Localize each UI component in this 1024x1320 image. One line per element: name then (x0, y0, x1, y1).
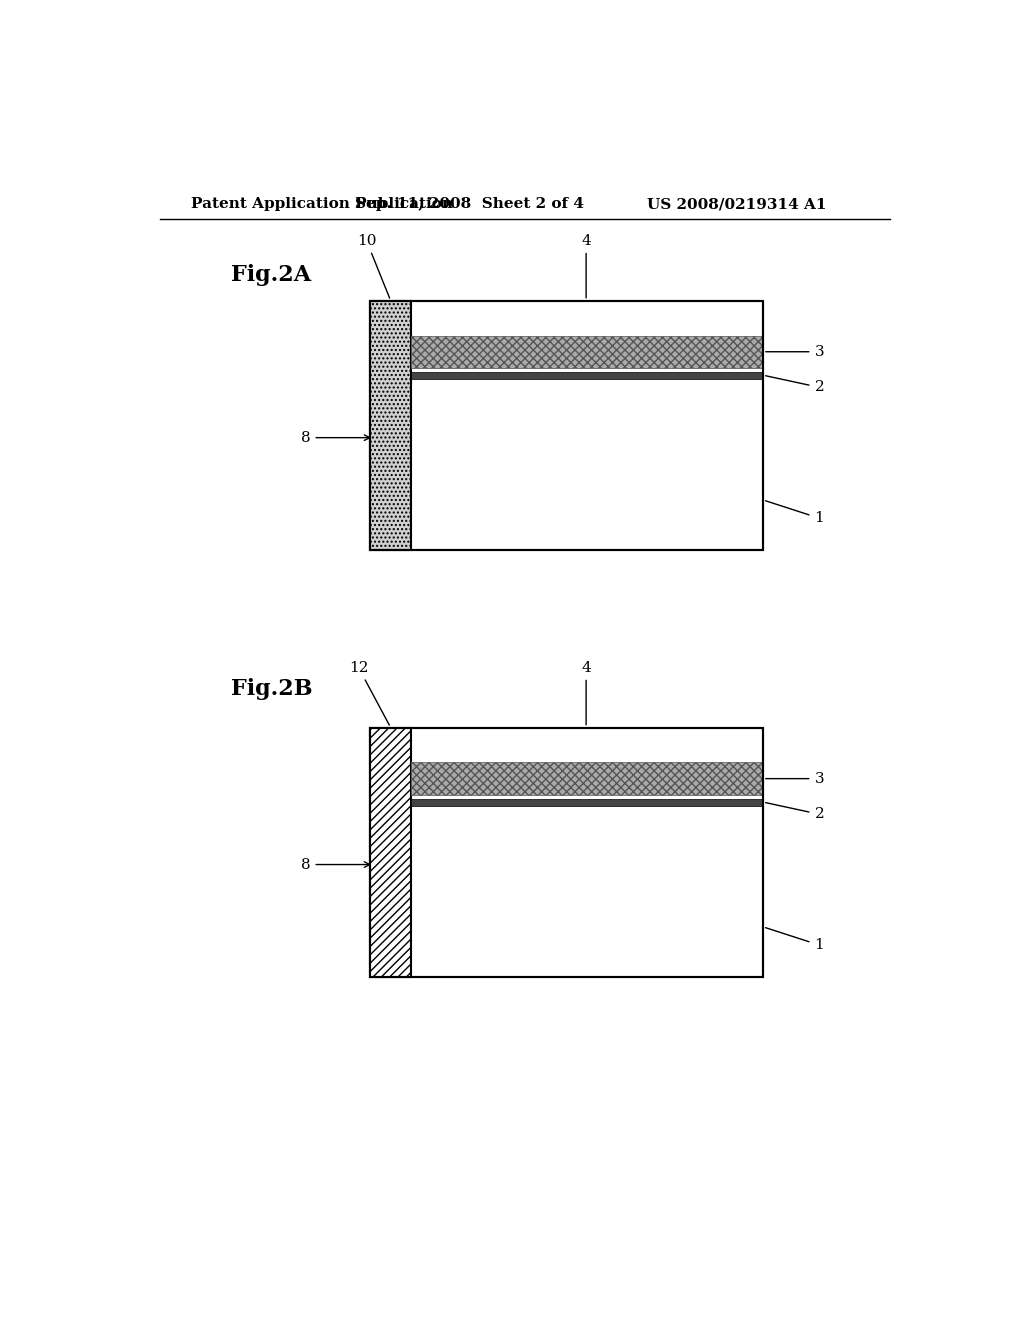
Text: 3: 3 (766, 345, 824, 359)
Text: Patent Application Publication: Patent Application Publication (191, 197, 454, 211)
Text: 10: 10 (356, 234, 390, 298)
Text: 8: 8 (301, 858, 370, 871)
Text: 12: 12 (349, 661, 389, 725)
Text: Fig.2B: Fig.2B (231, 678, 312, 700)
Text: 2: 2 (766, 803, 824, 821)
Text: 1: 1 (766, 500, 824, 525)
Bar (370, 727, 763, 977)
Text: 4: 4 (582, 661, 591, 725)
Text: Fig.2A: Fig.2A (231, 264, 311, 286)
Text: Sep. 11, 2008  Sheet 2 of 4: Sep. 11, 2008 Sheet 2 of 4 (354, 197, 584, 211)
Text: 4: 4 (582, 234, 591, 298)
Bar (412, 372, 763, 379)
Bar (412, 799, 763, 805)
Text: US 2008/0219314 A1: US 2008/0219314 A1 (647, 197, 826, 211)
Bar (370, 301, 763, 549)
Bar (412, 763, 763, 795)
Bar (412, 335, 763, 368)
Bar (370, 727, 412, 977)
Text: 8: 8 (301, 430, 370, 445)
Text: 2: 2 (766, 376, 824, 395)
Text: 1: 1 (766, 928, 824, 952)
Bar (370, 301, 763, 549)
Bar (370, 301, 412, 549)
Bar (370, 727, 763, 977)
Text: 3: 3 (766, 772, 824, 785)
